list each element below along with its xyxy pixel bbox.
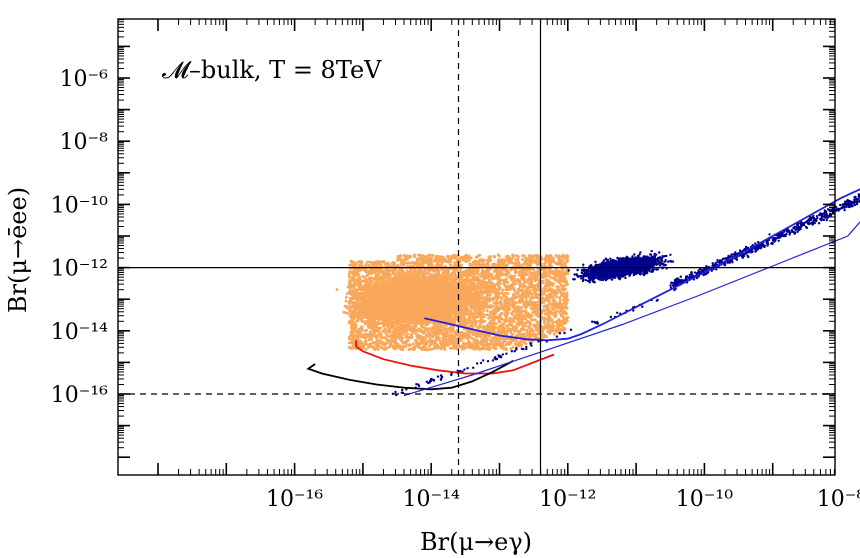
orange-point (342, 310, 346, 314)
orange-point (344, 296, 348, 299)
orange-points (335, 253, 570, 352)
orange-point (344, 299, 348, 303)
orange-point (344, 311, 348, 315)
scatter-layer (335, 193, 860, 397)
orange-point (346, 312, 350, 315)
orange-point (345, 292, 349, 296)
orange-point (335, 288, 339, 291)
